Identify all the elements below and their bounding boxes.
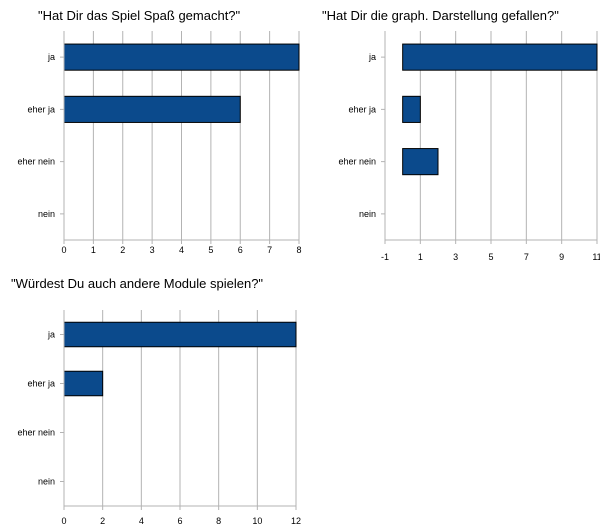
x-tick-label: 1 xyxy=(91,245,96,255)
bar xyxy=(63,370,104,397)
x-tick-label: 4 xyxy=(139,516,144,526)
chart-plot: ja eher ja eher nein nein 0 1 2 3 4 5 6 7 8 xyxy=(17,31,302,255)
x-tick-label: 6 xyxy=(177,516,182,526)
category-label: nein xyxy=(359,209,376,219)
category-label: eher nein xyxy=(338,157,376,167)
x-tick-label: 7 xyxy=(267,245,272,255)
bar xyxy=(63,321,297,348)
x-tick-label: 7 xyxy=(524,252,529,262)
x-tick-label: 11 xyxy=(592,252,600,262)
x-tick-label: 2 xyxy=(100,516,105,526)
x-tick-label: 0 xyxy=(61,516,66,526)
chart-title: "Hat Dir das Spiel Spaß gemacht?" xyxy=(38,8,241,23)
x-tick-label: 5 xyxy=(488,252,493,262)
bar xyxy=(63,43,300,71)
chart-spiel-spass: "Hat Dir das Spiel Spaß gemacht?" ja eher… xyxy=(0,0,310,265)
bar xyxy=(402,43,598,71)
x-tick-label: 12 xyxy=(291,516,301,526)
x-tick-label: 6 xyxy=(238,245,243,255)
x-tick-label: 1 xyxy=(418,252,423,262)
x-tick-label: 2 xyxy=(120,245,125,255)
category-label: eher ja xyxy=(348,104,376,114)
x-tick-label: 4 xyxy=(179,245,184,255)
bar xyxy=(63,95,241,123)
x-tick-label: 8 xyxy=(216,516,221,526)
bar xyxy=(402,95,421,123)
chart-title: "Würdest Du auch andere Module spielen?" xyxy=(11,276,264,291)
category-label: ja xyxy=(368,52,376,62)
x-tick-label: 3 xyxy=(453,252,458,262)
category-label: eher nein xyxy=(17,157,55,167)
bar xyxy=(402,148,439,176)
chart-plot: ja eher ja eher nein nein 0 2 4 6 8 10 12 xyxy=(17,310,301,526)
x-tick-label: 8 xyxy=(296,245,301,255)
chart-graph-darstellung: "Hat Dir die graph. Darstellung gefallen… xyxy=(300,0,600,265)
category-label: eher ja xyxy=(27,104,55,114)
x-tick-label: 0 xyxy=(61,245,66,255)
x-tick-label: 10 xyxy=(252,516,262,526)
x-tick-label: -1 xyxy=(381,252,389,262)
category-label: eher nein xyxy=(17,428,55,438)
chart-title: "Hat Dir die graph. Darstellung gefallen… xyxy=(322,8,559,23)
x-tick-label: 5 xyxy=(208,245,213,255)
chart-plot: ja eher ja eher nein nein -1 1 3 5 7 9 11 xyxy=(338,31,600,262)
x-tick-label: 9 xyxy=(559,252,564,262)
category-label: nein xyxy=(38,477,55,487)
chart-andere-module: "Würdest Du auch andere Module spielen?"… xyxy=(0,265,310,531)
category-label: nein xyxy=(38,209,55,219)
category-label: eher ja xyxy=(27,379,55,389)
category-label: ja xyxy=(47,330,55,340)
category-label: ja xyxy=(47,52,55,62)
x-tick-label: 3 xyxy=(150,245,155,255)
